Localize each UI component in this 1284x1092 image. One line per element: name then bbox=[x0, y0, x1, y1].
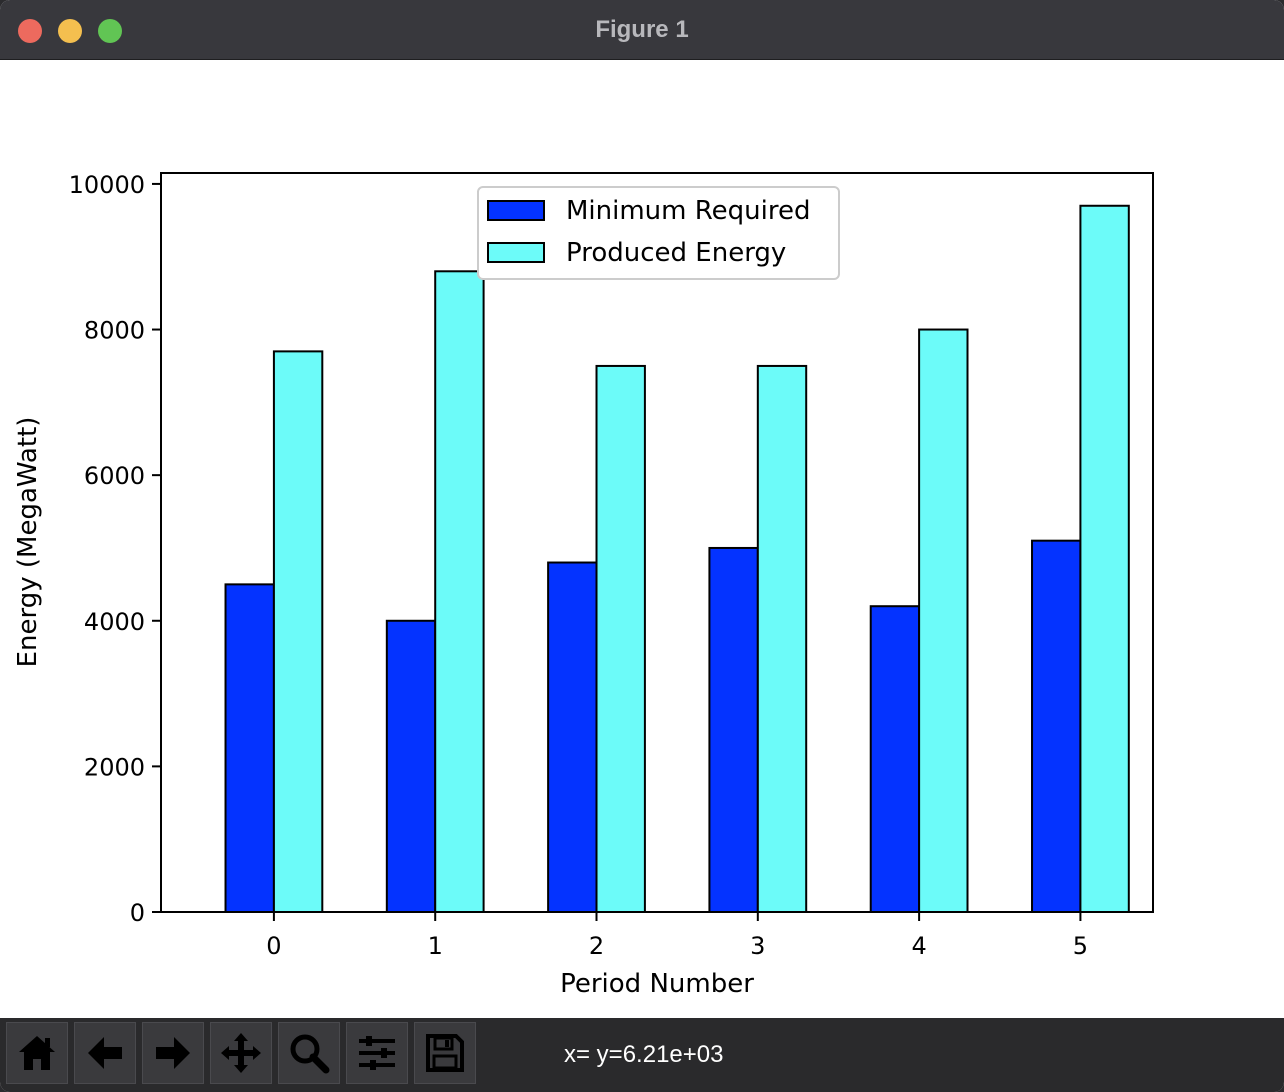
x-tick-label: 1 bbox=[428, 932, 443, 960]
window-title: Figure 1 bbox=[595, 16, 689, 43]
y-tick-label: 0 bbox=[130, 899, 145, 927]
x-tick-label: 0 bbox=[266, 932, 281, 960]
forward-arrow-icon bbox=[156, 1037, 190, 1069]
pan-button[interactable] bbox=[210, 1022, 272, 1084]
bar-minimum-required-1 bbox=[385, 619, 437, 914]
y-tick-label: 4000 bbox=[84, 608, 145, 636]
title-bar: Figure 1 bbox=[0, 0, 1284, 60]
y-tick-label: 10000 bbox=[69, 171, 145, 199]
back-arrow-icon bbox=[88, 1037, 122, 1069]
sliders-icon bbox=[359, 1036, 395, 1070]
home-icon bbox=[19, 1036, 55, 1070]
bar-minimum-required-0 bbox=[224, 583, 275, 913]
y-tick-label: 6000 bbox=[84, 462, 145, 490]
legend-box bbox=[477, 186, 840, 280]
pan-icon bbox=[221, 1033, 261, 1073]
zoom-icon bbox=[290, 1034, 330, 1074]
forward-button[interactable] bbox=[142, 1022, 204, 1084]
zoom-button[interactable] bbox=[278, 1022, 340, 1084]
maximize-window-button[interactable] bbox=[98, 19, 122, 43]
legend-swatch-produced bbox=[487, 242, 545, 263]
x-tick-label: 4 bbox=[911, 932, 926, 960]
bar-produced-energy-4 bbox=[918, 328, 969, 914]
bars-group bbox=[224, 204, 1130, 914]
legend: Minimum Required Produced Energy bbox=[477, 186, 840, 280]
bar-produced-energy-1 bbox=[434, 270, 485, 913]
bar-minimum-required-3 bbox=[708, 546, 759, 913]
axes-frame bbox=[160, 172, 1154, 913]
bar-produced-energy-3 bbox=[756, 364, 808, 914]
bar-produced-energy-2 bbox=[595, 364, 646, 914]
x-axis-ticks: 0 1 2 3 4 5 bbox=[266, 912, 1088, 960]
save-icon bbox=[426, 1034, 464, 1072]
legend-swatch-minimum bbox=[487, 200, 545, 221]
save-figure-button[interactable] bbox=[414, 1022, 476, 1084]
bar-produced-energy-0 bbox=[272, 350, 324, 913]
y-tick-label: 8000 bbox=[84, 317, 145, 345]
y-tick-label: 2000 bbox=[84, 753, 145, 781]
y-axis-ticks: 0 2000 4000 6000 8000 10000 bbox=[69, 171, 161, 927]
navigation-toolbar bbox=[0, 1018, 1284, 1092]
bar-chart: 0 2000 4000 6000 8000 10000 0 1 2 3 4 5 Period Num… bbox=[13, 171, 1154, 999]
home-button[interactable] bbox=[6, 1022, 68, 1084]
minimize-window-button[interactable] bbox=[58, 19, 82, 43]
bar-minimum-required-5 bbox=[1031, 539, 1082, 913]
back-button[interactable] bbox=[74, 1022, 136, 1084]
y-axis-label: Energy (MegaWatt) bbox=[13, 417, 43, 668]
bar-minimum-required-2 bbox=[547, 561, 598, 913]
x-axis-label: Period Number bbox=[560, 969, 754, 999]
configure-subplots-button[interactable] bbox=[346, 1022, 408, 1084]
legend-label-minimum: Minimum Required bbox=[566, 196, 810, 226]
x-tick-label: 2 bbox=[589, 932, 604, 960]
cursor-coordinates: x= y=6.21e+03 bbox=[564, 1041, 724, 1068]
bar-produced-energy-5 bbox=[1079, 204, 1130, 913]
x-tick-label: 3 bbox=[750, 932, 765, 960]
legend-label-produced: Produced Energy bbox=[566, 238, 786, 268]
bar-minimum-required-4 bbox=[869, 605, 921, 913]
x-tick-label: 5 bbox=[1073, 932, 1088, 960]
figure-canvas: 0 2000 4000 6000 8000 10000 0 1 2 3 4 5 Period Num… bbox=[0, 60, 1284, 1018]
close-window-button[interactable] bbox=[18, 19, 42, 43]
